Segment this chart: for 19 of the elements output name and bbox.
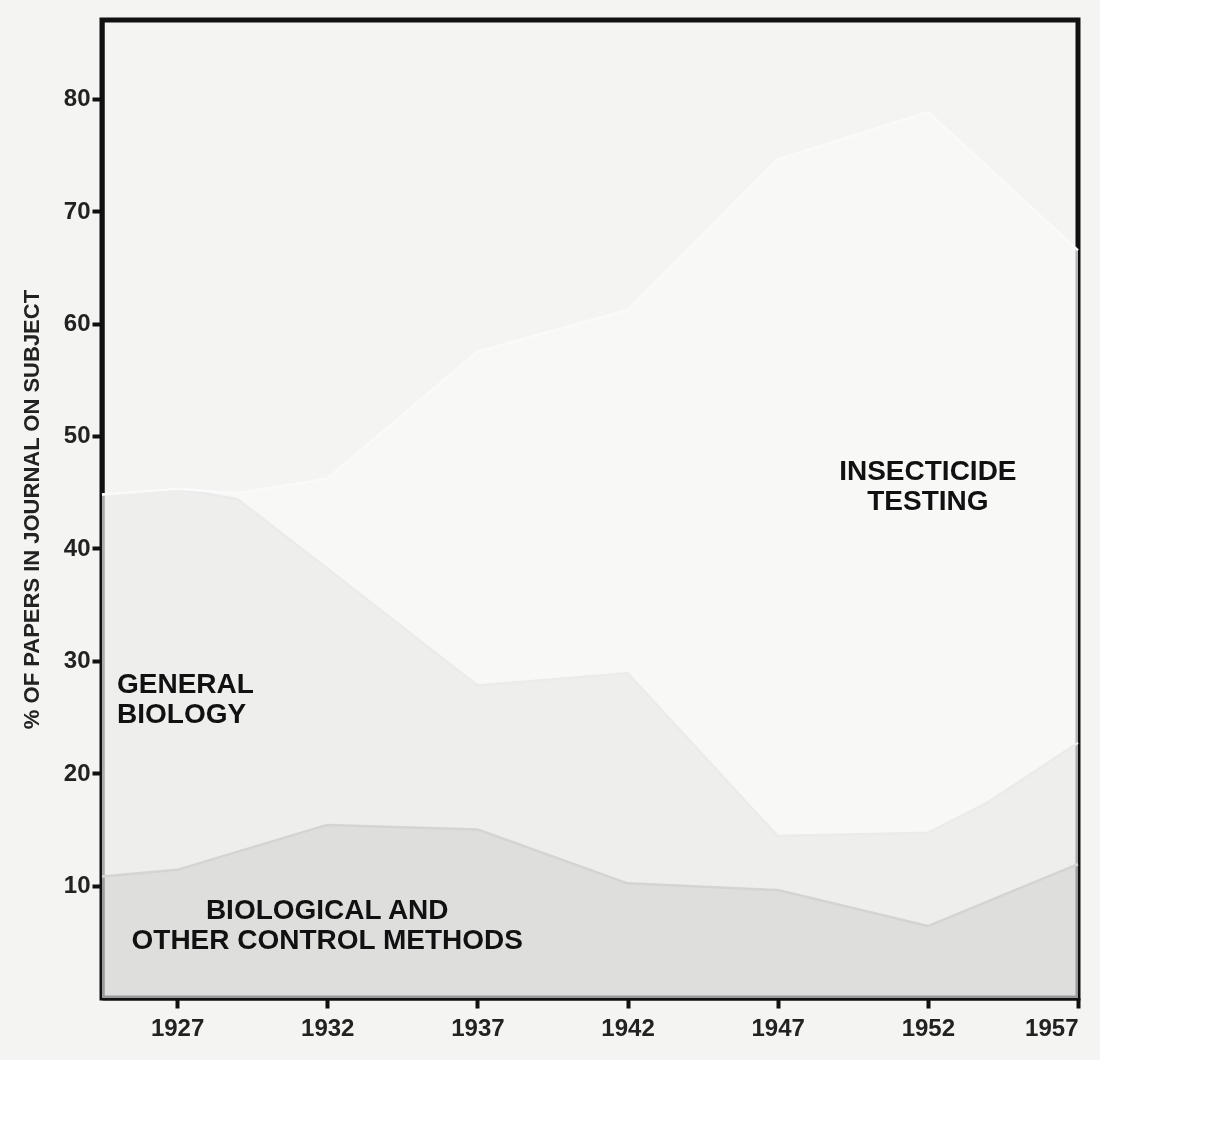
series-label: GENERAL BIOLOGY	[117, 668, 254, 730]
x-tick-label: 1927	[150, 1013, 205, 1041]
y-tick-label: 60	[63, 309, 91, 337]
x-tick-label: 1942	[601, 1013, 655, 1041]
x-tick-label: 1957	[1025, 1013, 1079, 1041]
x-tick-label: 1937	[451, 1013, 505, 1041]
x-tick-label: 1947	[751, 1013, 805, 1041]
y-axis-title: % OF PAPERS IN JOURNAL ON SUBJECT	[18, 289, 44, 730]
y-tick-label: 20	[63, 758, 91, 786]
y-tick-label: 40	[63, 533, 91, 561]
y-tick-label: 70	[63, 196, 91, 224]
y-tick-label: 50	[63, 421, 91, 449]
y-tick-label: 80	[63, 84, 91, 112]
series-label: BIOLOGICAL AND OTHER CONTROL METHODS	[131, 894, 523, 956]
x-tick-label: 1932	[301, 1013, 355, 1041]
y-tick-label: 30	[63, 646, 91, 674]
y-tick-label: 10	[63, 871, 91, 899]
x-tick-label: 1952	[901, 1013, 956, 1041]
series-label: INSECTICIDE TESTING	[839, 455, 1017, 517]
